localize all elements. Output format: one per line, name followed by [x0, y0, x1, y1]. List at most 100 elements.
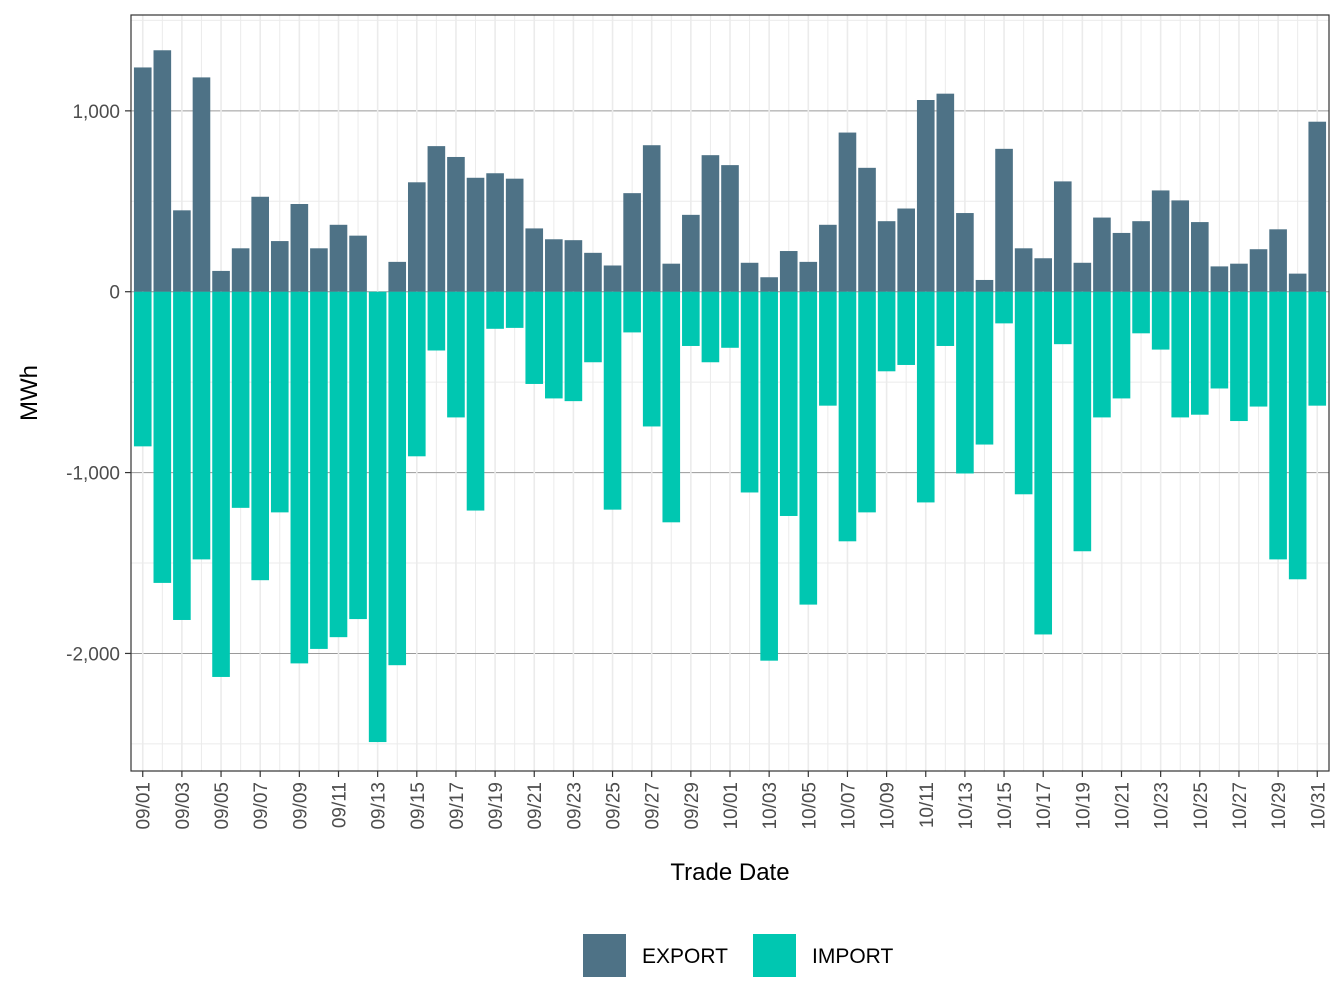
x-tick-label: 09/09	[290, 782, 311, 830]
bar-export-09-30	[701, 155, 720, 292]
bar-import-10-10	[897, 291, 915, 365]
bar-import-09-14	[388, 291, 407, 666]
bar-import-09-21	[525, 291, 544, 384]
x-axis-title: Trade Date	[670, 859, 789, 886]
bar-import-09-07	[251, 291, 270, 581]
bar-export-09-16	[427, 146, 446, 292]
x-tick-label: 10/23	[1152, 782, 1173, 830]
bar-export-09-28	[662, 263, 681, 292]
bar-export-10-03	[760, 277, 778, 292]
bar-import-09-18	[466, 291, 485, 511]
bar-export-10-25	[1190, 222, 1209, 292]
bar-export-09-05	[212, 270, 230, 292]
bar-import-10-05	[799, 291, 818, 605]
bar-import-10-03	[760, 291, 778, 661]
legend-item-export: EXPORT	[583, 934, 728, 977]
bar-export-10-07	[838, 132, 857, 292]
bar-import-10-11	[916, 291, 935, 503]
bar-import-10-26	[1210, 291, 1229, 389]
bar-export-10-28	[1249, 249, 1268, 292]
x-tick-label: 09/15	[408, 782, 429, 830]
bar-import-09-30	[701, 291, 720, 363]
x-axis: 09/01 09/03 09/05 09/07 09/09 09/11 09/13 09/15…	[134, 771, 1329, 830]
bar-export-10-22	[1132, 221, 1150, 292]
legend-key-export	[583, 934, 626, 977]
legend-label-import: IMPORT	[812, 945, 893, 968]
bar-export-09-26	[623, 193, 641, 292]
bar-import-09-06	[231, 291, 250, 508]
x-tick-label: 10/17	[1034, 782, 1055, 830]
x-tick-label: 10/11	[917, 782, 938, 828]
bar-export-09-06	[231, 248, 250, 292]
bar-export-09-18	[466, 177, 485, 292]
bar-import-09-27	[642, 291, 661, 427]
y-tick-label: 0	[109, 283, 120, 304]
bar-import-09-22	[545, 291, 563, 399]
bar-import-10-14	[975, 291, 994, 445]
bar-import-09-09	[290, 291, 309, 664]
x-tick-label: 10/27	[1230, 782, 1251, 830]
x-tick-label: 10/07	[838, 782, 859, 830]
bar-import-10-28	[1249, 291, 1268, 407]
bar-export-10-08	[858, 167, 876, 292]
bar-export-10-26	[1210, 266, 1229, 292]
x-tick-label: 10/03	[760, 782, 781, 830]
bar-export-10-23	[1151, 190, 1170, 292]
bar-export-09-19	[486, 173, 504, 292]
x-tick-label: 09/19	[486, 782, 507, 830]
bar-import-10-04	[779, 291, 798, 516]
bar-import-09-11	[329, 291, 348, 638]
bar-export-10-11	[916, 100, 935, 292]
bar-import-09-23	[564, 291, 583, 402]
bar-import-09-03	[173, 291, 191, 620]
bar-export-09-23	[564, 240, 583, 292]
bar-import-09-02	[153, 291, 172, 583]
bar-export-10-29	[1269, 229, 1287, 292]
bar-import-10-20	[1093, 291, 1111, 418]
bar-export-09-02	[153, 50, 172, 292]
bar-export-09-27	[642, 145, 661, 292]
y-axis: -2,000 -1,000 0 1,000	[66, 102, 131, 665]
bar-import-09-10	[310, 291, 328, 649]
bar-export-10-09	[877, 221, 896, 292]
bar-export-09-10	[310, 248, 328, 292]
y-tick-label: -2,000	[66, 644, 120, 665]
bar-import-10-18	[1053, 291, 1072, 345]
bar-export-10-05	[799, 261, 818, 292]
bar-export-10-19	[1073, 262, 1092, 292]
bar-import-09-13	[368, 291, 387, 743]
bar-import-09-29	[682, 291, 700, 346]
bar-import-09-19	[486, 291, 504, 329]
x-tick-label: 09/13	[369, 782, 390, 830]
legend-item-import: IMPORT	[753, 934, 893, 977]
bar-export-09-11	[329, 224, 348, 292]
bar-export-09-07	[251, 196, 270, 292]
legend-label-export: EXPORT	[642, 945, 728, 968]
bar-export-09-20	[505, 178, 524, 292]
bar-export-10-06	[819, 224, 837, 292]
x-tick-label: 09/25	[604, 782, 625, 830]
legend: EXPORT IMPORT	[583, 934, 893, 977]
bar-import-09-16	[427, 291, 446, 351]
bar-import-10-23	[1151, 291, 1170, 350]
bars	[133, 50, 1327, 743]
x-tick-label: 09/29	[682, 782, 703, 830]
x-tick-label: 09/27	[643, 782, 664, 830]
x-tick-label: 10/31	[1308, 782, 1329, 830]
x-tick-label: 10/29	[1269, 782, 1290, 830]
bar-export-10-10	[897, 208, 915, 292]
bar-export-10-30	[1288, 273, 1307, 292]
bar-import-10-27	[1230, 291, 1248, 422]
bar-import-09-01	[133, 291, 152, 447]
x-tick-label: 10/21	[1113, 782, 1134, 830]
bar-import-09-28	[662, 291, 681, 523]
bar-export-09-09	[290, 204, 309, 292]
bar-export-10-17	[1034, 258, 1053, 292]
bar-import-09-12	[349, 291, 367, 620]
bar-export-10-18	[1053, 181, 1072, 292]
bar-export-09-03	[173, 210, 191, 292]
bar-import-10-21	[1112, 291, 1131, 399]
bar-import-10-01	[721, 291, 739, 348]
bar-import-10-15	[995, 291, 1013, 324]
